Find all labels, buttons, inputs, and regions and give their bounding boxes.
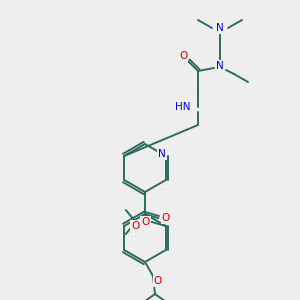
Text: O: O <box>162 213 170 223</box>
Text: O: O <box>179 51 187 61</box>
Text: O: O <box>154 276 162 286</box>
Text: N: N <box>216 23 224 33</box>
Text: HN: HN <box>175 102 190 112</box>
Text: N: N <box>216 61 224 71</box>
Text: N: N <box>158 149 166 159</box>
Text: O: O <box>132 221 140 231</box>
Text: O: O <box>142 217 150 227</box>
